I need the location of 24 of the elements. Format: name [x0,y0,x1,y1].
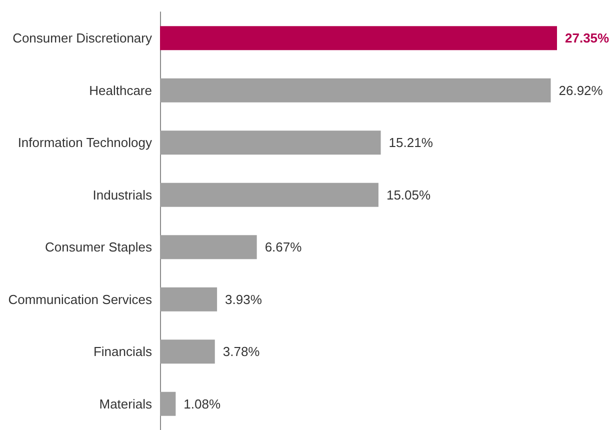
y-tick-label: Financials [93,344,152,360]
data-label: 3.93% [225,292,262,307]
data-label: 27.35% [565,30,610,46]
data-label: 6.67% [264,240,302,255]
bar [160,340,215,364]
bar [160,287,218,312]
y-tick-label: Information Technology [18,135,152,150]
y-tick-label: Communication Services [8,292,152,307]
bar [160,392,176,416]
y-tick-label: Industrials [92,187,152,202]
data-label: 15.05% [386,187,431,202]
y-tick-label: Materials [99,396,152,412]
bar [160,182,378,207]
y-tick-label: Consumer Staples [45,240,152,255]
y-tick-label: Consumer Discretionary [12,30,152,46]
bar [160,78,551,102]
bar [160,235,257,260]
bar [160,26,557,50]
y-tick-label: Healthcare [89,82,152,98]
bar [160,130,381,155]
data-label: 15.21% [388,135,434,150]
data-label: 26.92% [558,82,604,98]
data-label: 3.78% [222,344,260,360]
data-label: 1.08% [184,396,221,412]
